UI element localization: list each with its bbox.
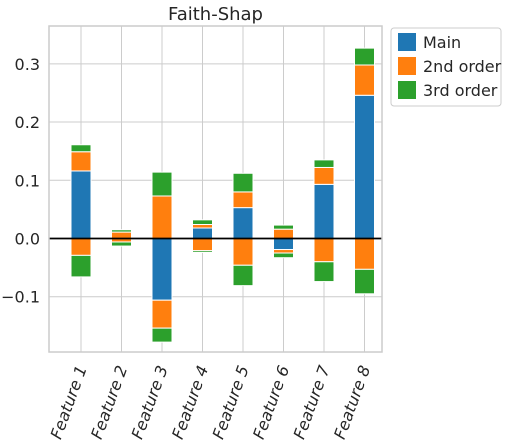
bar-pos-s1-c7 <box>354 64 375 96</box>
bar-neg-s0-c5 <box>273 237 294 251</box>
x-tick-label-2: Feature 3 <box>128 363 172 441</box>
bar-pos-s1-c2 <box>151 195 173 239</box>
bar-pos-s2-c1 <box>111 229 132 233</box>
x-tick-label-6: Feature 7 <box>290 362 334 441</box>
x-tick-label-5: Feature 6 <box>249 363 293 441</box>
bar-pos-s0-c3 <box>192 227 213 239</box>
x-tick-label-4: Feature 5 <box>209 363 253 441</box>
y-tick-label-4: 0.3 <box>15 55 40 74</box>
bar-neg-s1-c4 <box>232 237 254 266</box>
y-tick-label-2: 0.1 <box>15 171 40 190</box>
y-axis-ticks: −0.1 0.0 0.1 0.2 0.3 <box>1 55 40 307</box>
bar-pos-s2-c5 <box>273 224 294 230</box>
bar-pos-s0-c6 <box>313 183 335 239</box>
legend-swatch-0 <box>398 33 416 51</box>
legend-label-1: 2nd order <box>423 57 502 76</box>
bar-neg-s2-c5 <box>273 252 294 259</box>
bar-pos-s0-c7 <box>354 94 375 239</box>
x-tick-label-0: Feature 1 <box>47 363 91 441</box>
bar-pos-s2-c6 <box>313 159 335 168</box>
bar-pos-s1-c4 <box>232 191 254 209</box>
bar-neg-s2-c7 <box>354 268 375 295</box>
y-tick-label-0: −0.1 <box>1 288 40 307</box>
bar-neg-s1-c2 <box>151 299 173 329</box>
bar-neg-s1-c3 <box>192 237 213 252</box>
bar-pos-s1-c3 <box>192 224 213 229</box>
plot-frame <box>48 25 383 353</box>
legend-label-0: Main <box>423 33 461 52</box>
legend-swatch-2 <box>398 81 416 99</box>
bar-neg-s1-c6 <box>313 237 335 263</box>
legend-label-2: 3rd order <box>423 81 498 100</box>
bar-pos-s2-c3 <box>192 219 213 226</box>
bar-neg-s2-c2 <box>151 327 173 343</box>
x-tick-label-7: Feature 8 <box>330 363 374 441</box>
bar-pos-s2-c0 <box>70 144 92 153</box>
bar-pos-s2-c2 <box>151 171 173 197</box>
legend-frame <box>390 27 502 107</box>
legend: Main 2nd order 3rd order <box>390 27 502 107</box>
bar-neg-s1-c5 <box>273 249 294 254</box>
y-tick-label-1: 0.0 <box>15 229 40 248</box>
bar-neg-s1-c0 <box>70 237 92 256</box>
bars <box>70 47 375 343</box>
bar-neg-s1-c7 <box>354 237 375 270</box>
chart-title: Faith-Shap <box>168 4 263 25</box>
bar-pos-s1-c0 <box>70 151 92 172</box>
bar-neg-s2-c1 <box>111 241 132 247</box>
bar-neg-s2-c0 <box>70 254 92 278</box>
x-tick-label-3: Feature 4 <box>168 363 212 441</box>
bar-neg-s0-c2 <box>151 237 173 301</box>
bar-pos-s0-c4 <box>232 207 254 239</box>
bar-neg-s2-c4 <box>232 264 254 287</box>
bar-neg-s2-c6 <box>313 261 335 283</box>
legend-swatch-1 <box>398 57 416 75</box>
bar-pos-s0-c0 <box>70 170 92 239</box>
bar-pos-s2-c7 <box>354 47 375 66</box>
bar-neg-s2-c3 <box>192 250 213 253</box>
bar-pos-s1-c1 <box>111 231 132 239</box>
bar-pos-s1-c6 <box>313 166 335 185</box>
x-tick-label-1: Feature 2 <box>87 363 131 441</box>
bar-pos-s2-c4 <box>232 172 254 193</box>
y-tick-label-3: 0.2 <box>15 113 40 132</box>
bar-pos-s1-c5 <box>273 228 294 239</box>
